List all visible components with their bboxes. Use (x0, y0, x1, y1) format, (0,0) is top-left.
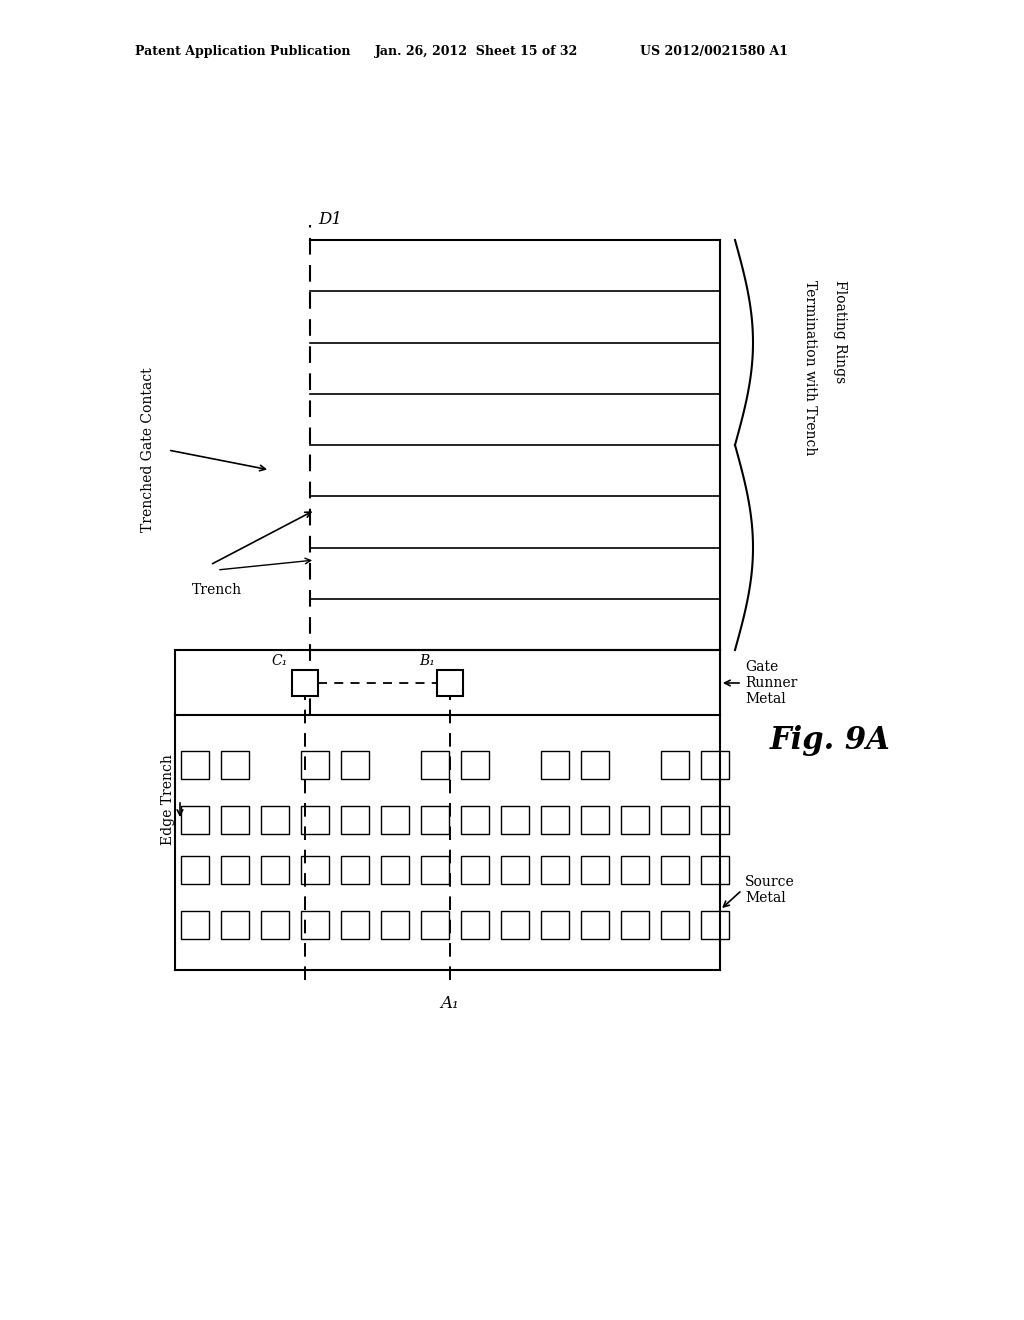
Bar (181, 807, 209, 834)
Bar (541, 855, 569, 884)
Bar (341, 807, 369, 834)
Bar (701, 751, 729, 779)
Bar (501, 807, 529, 834)
Bar (621, 855, 649, 884)
Bar (381, 807, 409, 834)
Text: D1: D1 (318, 211, 342, 228)
Text: Source
Metal: Source Metal (745, 875, 795, 906)
Bar (181, 911, 209, 939)
Text: Jan. 26, 2012  Sheet 15 of 32: Jan. 26, 2012 Sheet 15 of 32 (375, 45, 579, 58)
Bar (221, 807, 249, 834)
Bar (501, 855, 529, 884)
Bar (221, 855, 249, 884)
Bar (181, 751, 209, 779)
Text: Termination with Trench: Termination with Trench (803, 280, 817, 455)
Text: Patent Application Publication: Patent Application Publication (135, 45, 350, 58)
Bar (461, 911, 489, 939)
Bar (421, 751, 449, 779)
Bar (621, 807, 649, 834)
Bar (662, 807, 689, 834)
Bar (501, 911, 529, 939)
Bar (541, 807, 569, 834)
Text: A₁: A₁ (440, 995, 460, 1012)
Bar (301, 751, 329, 779)
Bar (541, 911, 569, 939)
Bar (301, 807, 329, 834)
Text: Floating Rings: Floating Rings (833, 280, 847, 383)
Bar (621, 911, 649, 939)
Bar (261, 807, 289, 834)
Text: US 2012/0021580 A1: US 2012/0021580 A1 (640, 45, 788, 58)
Text: Gate
Runner
Metal: Gate Runner Metal (745, 660, 798, 706)
Bar (461, 855, 489, 884)
Text: Fig. 9A: Fig. 9A (770, 725, 891, 755)
Bar (301, 911, 329, 939)
Bar (221, 751, 249, 779)
Bar (581, 807, 609, 834)
Bar (541, 751, 569, 779)
Text: Trenched Gate Contact: Trenched Gate Contact (141, 368, 155, 532)
Bar (421, 807, 449, 834)
Bar (261, 855, 289, 884)
Bar (701, 807, 729, 834)
Bar (221, 911, 249, 939)
Bar (341, 751, 369, 779)
Bar (581, 911, 609, 939)
Bar (701, 911, 729, 939)
Bar (181, 855, 209, 884)
Bar (581, 751, 609, 779)
Text: B₁: B₁ (419, 653, 435, 668)
Bar (421, 911, 449, 939)
Text: C₁: C₁ (271, 653, 288, 668)
Bar (261, 911, 289, 939)
Bar (461, 807, 489, 834)
Bar (292, 671, 318, 696)
Bar (437, 671, 463, 696)
Text: Trench: Trench (193, 583, 242, 597)
Bar (301, 855, 329, 884)
Bar (461, 751, 489, 779)
Bar (341, 911, 369, 939)
Text: Edge Trench: Edge Trench (161, 755, 175, 845)
Bar (381, 855, 409, 884)
Bar (662, 911, 689, 939)
Bar (581, 855, 609, 884)
Bar (662, 855, 689, 884)
Bar (662, 751, 689, 779)
Bar (381, 911, 409, 939)
Bar (421, 855, 449, 884)
Bar (701, 855, 729, 884)
Bar (341, 855, 369, 884)
